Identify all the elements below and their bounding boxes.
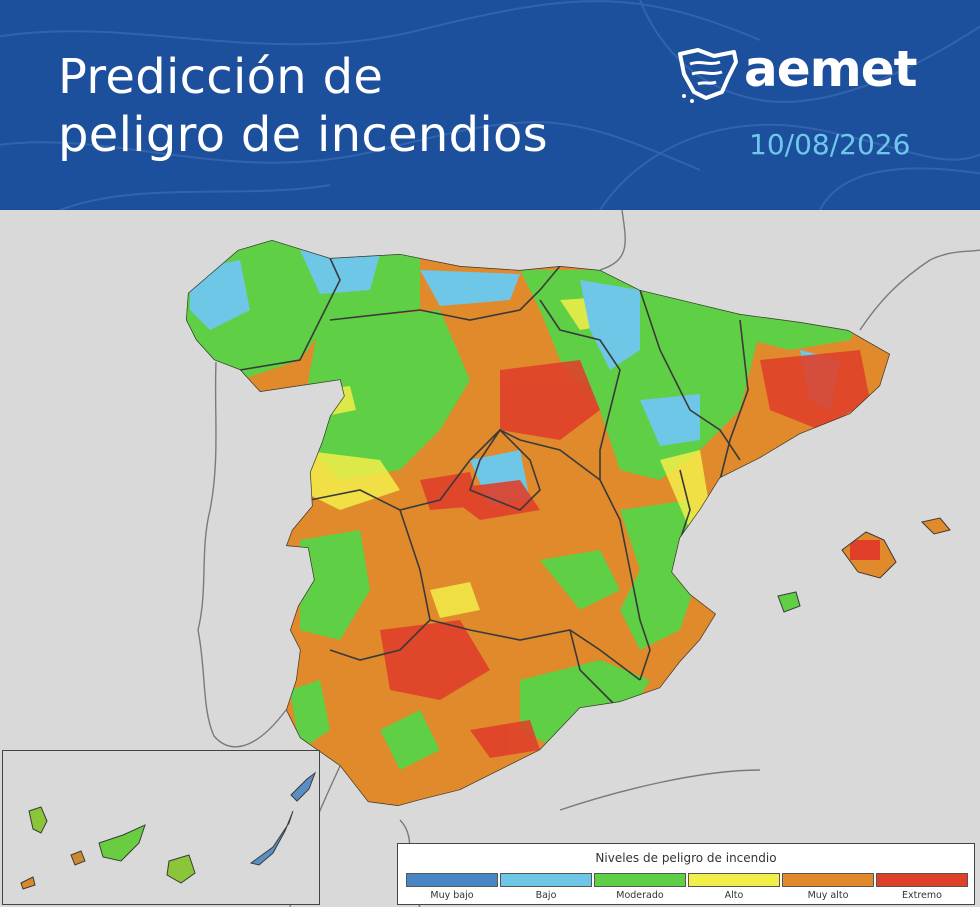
title-line-1: Predicción de [58,49,384,105]
canary-islands-inset [2,750,320,905]
peninsula-hazard-field [186,240,890,806]
legend-labels: Muy bajo Bajo Moderado Alto Muy alto Ext… [406,890,968,901]
swatch-muy-bajo [406,873,498,887]
aemet-logo: aemet [676,40,936,104]
legend-label-muy-alto: Muy alto [807,890,849,901]
fire-danger-map [0,209,980,907]
legend-label-extremo: Extremo [902,890,942,901]
forecast-date: 10/08/2026 [749,128,911,161]
decorative-waves [0,0,980,210]
title-line-2: peligro de incendios [58,107,548,163]
legend-title: Niveles de peligro de incendio [595,851,777,865]
header-banner: Predicción de peligro de incendios aemet… [0,0,980,210]
legend-label-muy-bajo: Muy bajo [430,890,474,901]
legend-label-alto: Alto [724,890,744,901]
swatch-bajo [500,873,592,887]
legend-label-moderado: Moderado [616,890,664,901]
swatch-alto [688,873,780,887]
legend-swatches [406,873,968,887]
iberian-peninsula-map [186,209,980,907]
aemet-emblem-icon [678,48,738,103]
page-title: Predicción de peligro de incendios [58,48,658,164]
legend-label-bajo: Bajo [535,890,557,901]
brand-name: aemet [744,40,918,98]
swatch-muy-alto [782,873,874,887]
legend-box: Niveles de peligro de incendio Muy bajo … [397,843,975,905]
balearic-islands [777,517,951,613]
swatch-moderado [594,873,686,887]
swatch-extremo [876,873,968,887]
canary-islands-map [20,771,317,890]
